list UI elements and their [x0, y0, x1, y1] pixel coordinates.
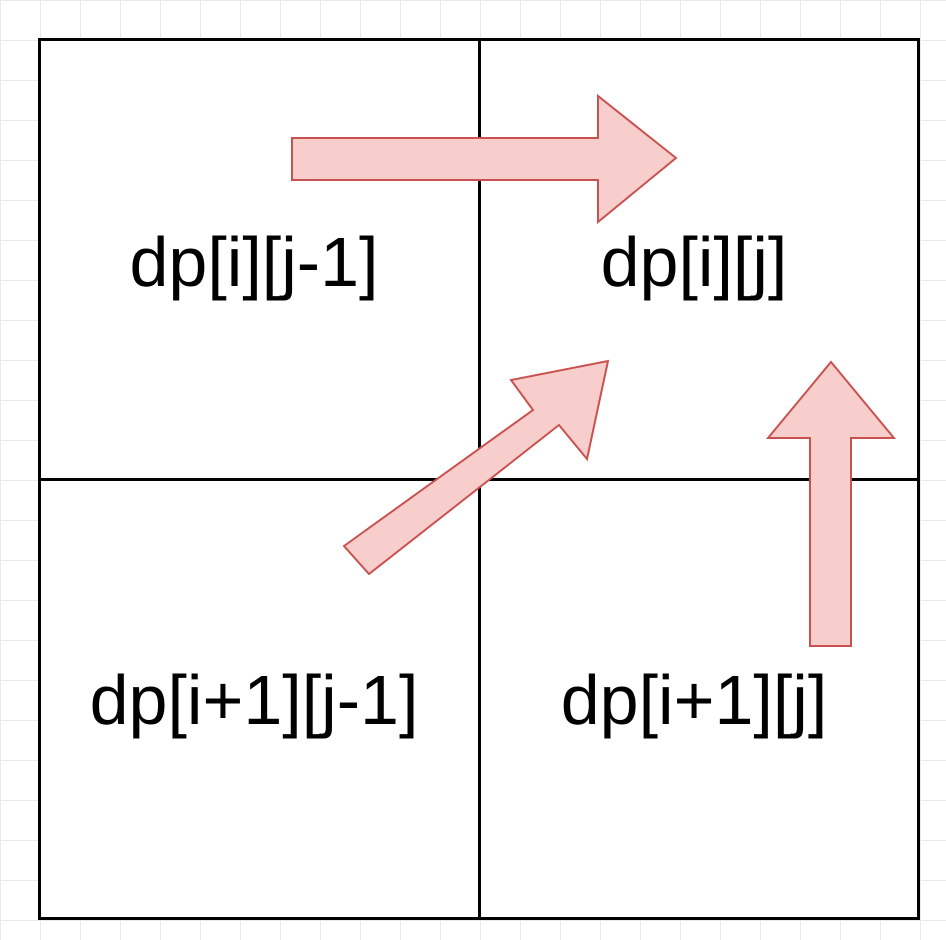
- cell-top-right-label: dp[i][j]: [600, 223, 788, 301]
- cell-top-left-label: dp[i][j-1]: [129, 223, 379, 301]
- arrow-right-icon: [291, 93, 678, 225]
- arrow-diagonal-icon: [342, 359, 610, 576]
- arrow-up-icon: [765, 360, 897, 647]
- cell-bottom-right-label: dp[i+1][j]: [560, 661, 828, 739]
- cell-bottom-left-label: dp[i+1][j-1]: [89, 661, 419, 739]
